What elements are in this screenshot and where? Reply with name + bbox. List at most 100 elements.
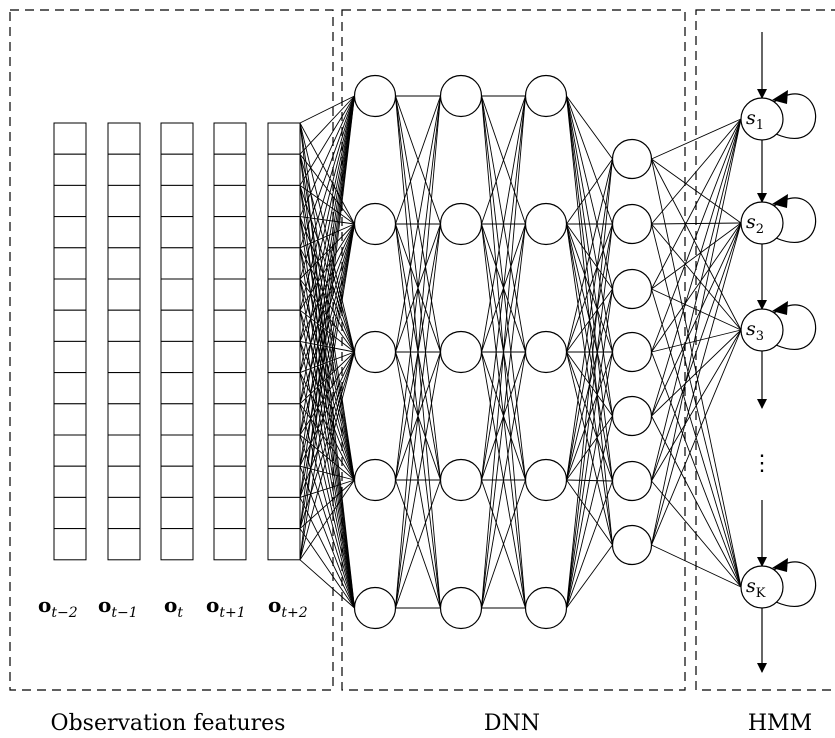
hidden-connection: [481, 223, 526, 609]
input-connection: [299, 95, 355, 467]
feature-cell: [213, 247, 247, 280]
ellipsis: ⋮: [751, 451, 773, 476]
input-connection: [299, 223, 355, 467]
hidden-connection: [395, 95, 441, 609]
input-connection: [299, 278, 355, 481]
feature-cell: [53, 496, 87, 530]
feature-cell: [160, 122, 194, 155]
output-connection: [566, 223, 613, 609]
input-connection: [299, 341, 355, 609]
feature-cell: [53, 216, 87, 249]
input-connection: [299, 341, 355, 481]
feature-cell: [267, 309, 301, 342]
emission-connection: [651, 222, 742, 353]
feature-cell: [107, 309, 141, 342]
self-loop-arrowhead: [772, 90, 788, 104]
neuron: [353, 458, 397, 502]
emission-connection: [651, 118, 742, 290]
input-connection: [299, 223, 355, 498]
feature-cell: [107, 216, 141, 249]
input-connection: [299, 95, 355, 311]
feature-cell: [53, 122, 87, 155]
input-connection: [299, 95, 355, 373]
neuron: [439, 586, 483, 630]
input-connection: [299, 479, 355, 561]
input-connection: [299, 95, 355, 280]
feature-cell: [267, 340, 301, 374]
state-label: s3: [746, 318, 764, 344]
input-connection: [299, 351, 355, 529]
input-connection: [299, 310, 355, 609]
hmm-state-1: s2: [740, 194, 817, 245]
emission-connection: [651, 158, 742, 331]
input-connection: [299, 122, 355, 481]
feature-cell: [53, 528, 87, 561]
input-connection: [299, 310, 355, 481]
emission-connection: [651, 329, 742, 482]
emission-connection: [651, 118, 742, 482]
feature-cell: [53, 434, 87, 467]
input-connection: [299, 216, 355, 609]
feature-vector-0: [53, 122, 87, 561]
obs-label-2: ot: [164, 593, 183, 621]
obs-label-1: ot−1: [98, 593, 138, 621]
hidden-connection: [481, 351, 526, 609]
hidden-connection: [481, 95, 526, 481]
feature-cell: [107, 496, 141, 530]
state-node: [740, 201, 784, 245]
feature-cell: [267, 434, 301, 467]
input-connection: [299, 479, 355, 498]
output-layer: [611, 138, 653, 566]
input-connection: [299, 559, 355, 609]
feature-cell: [53, 340, 87, 374]
output-connection: [566, 415, 613, 609]
input-connection: [299, 351, 355, 467]
feature-cell: [53, 372, 87, 405]
obs-label-4: ot+2: [268, 593, 308, 621]
emission-connection: [651, 118, 742, 225]
feature-cell: [160, 496, 194, 530]
input-connection: [299, 223, 355, 560]
hmm-section-box: [695, 9, 835, 691]
hmm-state-3: sK: [740, 558, 817, 609]
feature-cell: [160, 153, 194, 186]
hmm-state-2: s3: [740, 301, 817, 352]
feature-vector-1: [107, 122, 141, 561]
input-connection: [299, 154, 355, 353]
feature-cell: [267, 496, 301, 530]
input-connection: [299, 95, 355, 342]
emission-connection: [651, 288, 742, 331]
hidden-connection: [395, 351, 441, 609]
emission-connection: [651, 329, 742, 417]
feature-cell: [107, 465, 141, 498]
feature-vector-4: [267, 122, 301, 561]
neuron: [439, 330, 483, 374]
input-connection: [299, 434, 355, 609]
input-connection: [299, 372, 355, 609]
feature-cell: [213, 153, 247, 186]
input-connection: [299, 95, 355, 560]
feature-cell: [213, 184, 247, 218]
obs-label-3: ot+1: [206, 593, 246, 621]
feature-cell: [267, 372, 301, 405]
hidden-connection: [481, 95, 526, 225]
output-connection: [566, 158, 613, 353]
output-connection: [566, 544, 613, 609]
input-connection: [299, 95, 355, 248]
hidden-connection: [395, 95, 441, 353]
neuron: [524, 330, 568, 374]
network-nodes: [353, 74, 653, 630]
emission-connection: [651, 222, 742, 482]
feature-cell: [107, 372, 141, 405]
input-connection: [299, 95, 355, 436]
input-connection: [299, 95, 355, 404]
input-connection: [299, 185, 355, 481]
self-loop-arrowhead: [772, 558, 788, 572]
feature-cell: [267, 184, 301, 218]
feature-cell: [213, 403, 247, 436]
feature-cell: [160, 465, 194, 498]
feature-cell: [160, 247, 194, 280]
self-loop-arrowhead: [772, 301, 788, 315]
feature-cell: [267, 122, 301, 155]
